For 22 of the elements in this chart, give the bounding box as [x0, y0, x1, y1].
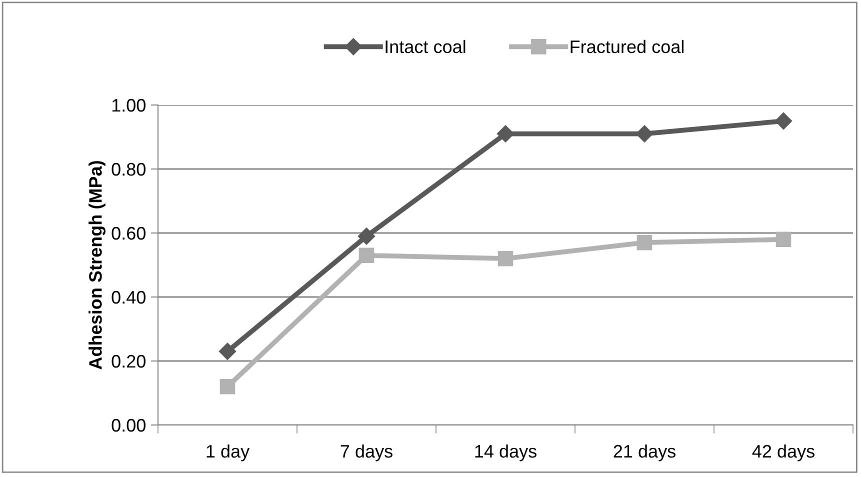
x-tick-label: 21 days — [614, 444, 676, 462]
y-tick-label: 0.00 — [112, 418, 146, 432]
x-tick-label: 42 days — [752, 444, 814, 462]
x-tick-label: 14 days — [475, 444, 536, 462]
y-tick-label: 0.80 — [112, 162, 146, 176]
point — [636, 234, 652, 250]
point — [776, 232, 792, 248]
legend-label: Intact coal — [386, 40, 466, 54]
point — [358, 228, 376, 245]
point — [774, 112, 792, 130]
point — [218, 342, 236, 360]
y-axis-title: Adhesion Strengh (MPa) — [88, 161, 106, 370]
legend-label: Fractured coal — [570, 40, 684, 54]
point — [358, 248, 374, 264]
point — [220, 378, 236, 394]
x-tick-label: 1 day — [206, 444, 250, 462]
point — [498, 250, 514, 266]
y-tick-label: 1.00 — [112, 98, 146, 112]
y-tick-label: 0.20 — [112, 354, 146, 368]
y-tick-label: 0.60 — [112, 226, 146, 240]
y-tick-label: 0.40 — [112, 290, 146, 304]
x-tick-label: 7 days — [340, 444, 392, 462]
